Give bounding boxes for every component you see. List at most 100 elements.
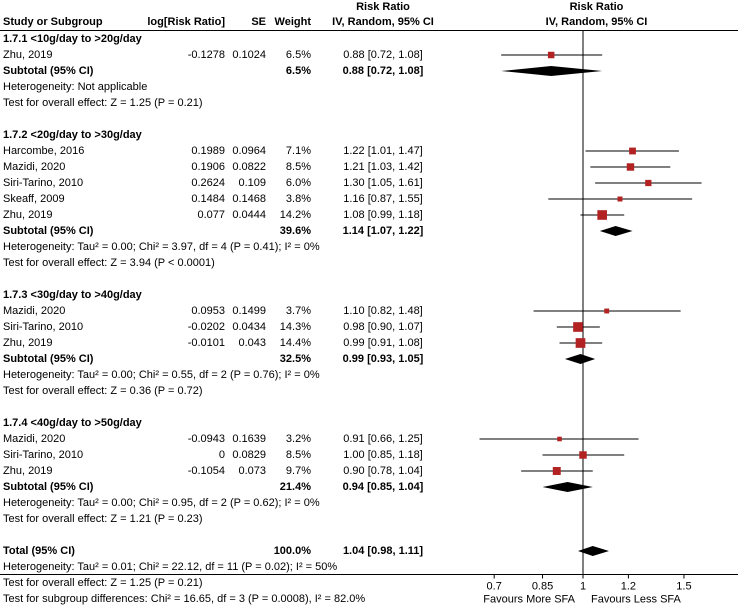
se-value: 0.1639 xyxy=(232,433,266,445)
forest-row-note: Heterogeneity: Tau² = 0.00; Chi² = 3.97,… xyxy=(0,239,738,255)
se-value: 0.1499 xyxy=(232,305,266,317)
log-risk-ratio-value: 0.0953 xyxy=(191,305,225,317)
log-risk-ratio-value: -0.1278 xyxy=(187,49,225,61)
forest-row-study: Mazidi, 2020 0.0953 0.1499 3.7% 1.10 [0.82, … xyxy=(0,303,738,319)
weight-value: 6.5% xyxy=(285,49,311,61)
se-value: 0.0829 xyxy=(232,449,266,461)
footnote-text: Test for subgroup differences: Chi² = 16… xyxy=(3,593,366,605)
weight-value: 3.2% xyxy=(285,433,311,445)
forest-row-note: Heterogeneity: Tau² = 0.00; Chi² = 0.55,… xyxy=(0,367,738,383)
ci-text-value: 0.88 [0.72, 1.08] xyxy=(343,49,423,61)
subtotal-label: Subtotal (95% CI) xyxy=(3,353,94,365)
study-label: Siri-Tarino, 2010 xyxy=(3,321,84,333)
weight-value: 14.4% xyxy=(279,337,311,349)
subtotal-weight-value: 39.6% xyxy=(279,225,311,237)
forest-row-study: Harcombe, 2016 0.1989 0.0964 7.1% 1.22 [1.01… xyxy=(0,143,738,159)
study-label: Zhu, 2019 xyxy=(3,49,53,61)
footnote-text: Test for overall effect: Z = 1.25 (P = 0… xyxy=(3,97,203,109)
weight-value: 8.5% xyxy=(285,161,311,173)
total-weight-value: 100.0% xyxy=(273,545,311,557)
forest-row-note: Test for overall effect: Z = 1.25 (P = 0… xyxy=(0,575,738,591)
study-label: Skeaff, 2009 xyxy=(3,193,65,205)
subtotal-ci-text-value: 0.88 [0.72, 1.08] xyxy=(342,65,424,77)
log-risk-ratio-value: -0.0101 xyxy=(187,337,225,349)
log-risk-ratio-value: 0.1989 xyxy=(191,145,225,157)
weight-value: 9.7% xyxy=(285,465,311,477)
study-label: Zhu, 2019 xyxy=(3,337,53,349)
col-header-log-risk-ratio: log[Risk Ratio] xyxy=(147,16,225,28)
subgroup-heading: 1.7.3 <30g/day to >40g/day xyxy=(3,289,142,301)
se-value: 0.0822 xyxy=(232,161,266,173)
forest-row-subtotal: Subtotal (95% CI) 6.5% 0.88 [0.72, 1.08] xyxy=(0,63,738,79)
ci-text-value: 0.91 [0.66, 1.25] xyxy=(343,433,423,445)
header-effect-titles: Risk Ratio Risk Ratio xyxy=(0,0,738,15)
table-header: Risk Ratio Risk Ratio Study or Subgroup … xyxy=(0,0,738,31)
log-risk-ratio-value: 0.1906 xyxy=(191,161,225,173)
study-label: Mazidi, 2020 xyxy=(3,161,66,173)
col-header-se: SE xyxy=(251,16,266,28)
subtotal-ci-text-value: 0.99 [0.93, 1.05] xyxy=(342,353,424,365)
footnote-text: Heterogeneity: Not applicable xyxy=(3,81,148,93)
forest-row-total: Total (95% CI) 100.0% 1.04 [0.98, 1.11] xyxy=(0,543,738,559)
effect-title-plot-column: Risk Ratio xyxy=(569,1,624,13)
se-value: 0.1024 xyxy=(232,49,266,61)
col-header-study: Study or Subgroup xyxy=(3,16,103,28)
col-header-weight: Weight xyxy=(274,16,311,28)
subtotal-ci-text-value: 0.94 [0.85, 1.04] xyxy=(342,481,424,493)
forest-row-study: Siri-Tarino, 2010 0.2624 0.109 6.0% 1.30 [1.… xyxy=(0,175,738,191)
log-risk-ratio-value: -0.0202 xyxy=(187,321,225,333)
forest-row-study: Siri-Tarino, 2010 0 0.0829 8.5% 1.00 [0.85, … xyxy=(0,447,738,463)
column-headers: Study or Subgroup log[Risk Ratio] SE Wei… xyxy=(0,15,738,30)
log-risk-ratio-value: -0.0943 xyxy=(187,433,225,445)
footnote-text: Test for overall effect: Z = 0.36 (P = 0… xyxy=(3,385,203,397)
ci-text-value: 1.30 [1.05, 1.61] xyxy=(343,177,423,189)
ci-text-value: 1.08 [0.99, 1.18] xyxy=(343,209,423,221)
se-value: 0.043 xyxy=(238,337,266,349)
weight-value: 8.5% xyxy=(285,449,311,461)
se-value: 0.109 xyxy=(238,177,266,189)
footnote-text: Test for overall effect: Z = 1.25 (P = 0… xyxy=(3,577,203,589)
forest-rows: 1.7.1 <10g/day to >20g/day Zhu, 2019 -0.12… xyxy=(0,31,738,607)
study-label: Zhu, 2019 xyxy=(3,465,53,477)
subtotal-label: Subtotal (95% CI) xyxy=(3,65,94,77)
footnote-text: Heterogeneity: Tau² = 0.00; Chi² = 0.55,… xyxy=(3,369,320,381)
forest-row-study: Zhu, 2019 -0.0101 0.043 14.4% 0.99 [0.91, 1.… xyxy=(0,335,738,351)
forest-row-study: Mazidi, 2020 -0.0943 0.1639 3.2% 0.91 [0.66,… xyxy=(0,431,738,447)
log-risk-ratio-value: -0.1054 xyxy=(187,465,225,477)
se-value: 0.0444 xyxy=(232,209,266,221)
log-risk-ratio-value: 0 xyxy=(218,449,225,461)
footnote-text: Heterogeneity: Tau² = 0.00; Chi² = 3.97,… xyxy=(3,241,320,253)
subtotal-weight-value: 21.4% xyxy=(279,481,311,493)
forest-row-subtotal: Subtotal (95% CI) 21.4% 0.94 [0.85, 1.04] xyxy=(0,479,738,495)
forest-row-subgroup: 1.7.4 <40g/day to >50g/day xyxy=(0,415,738,431)
forest-row-note: Test for overall effect: Z = 1.25 (P = 0… xyxy=(0,95,738,111)
log-risk-ratio-value: 0.1484 xyxy=(191,193,225,205)
subgroup-heading: 1.7.1 <10g/day to >20g/day xyxy=(3,33,142,45)
forest-row-note: Test for overall effect: Z = 0.36 (P = 0… xyxy=(0,383,738,399)
forest-row-subgroup: 1.7.1 <10g/day to >20g/day xyxy=(0,31,738,47)
weight-value: 6.0% xyxy=(285,177,311,189)
study-label: Mazidi, 2020 xyxy=(3,433,66,445)
forest-row-study: Zhu, 2019 -0.1278 0.1024 6.5% 0.88 [0.72, 1.… xyxy=(0,47,738,63)
total-ci-text-value: 1.04 [0.98, 1.11] xyxy=(342,545,424,557)
ci-text-value: 1.21 [1.03, 1.42] xyxy=(343,161,423,173)
se-value: 0.0434 xyxy=(232,321,266,333)
forest-row-study: Zhu, 2019 0.077 0.0444 14.2% 1.08 [0.99, 1.1… xyxy=(0,207,738,223)
subtotal-label: Subtotal (95% CI) xyxy=(3,225,94,237)
forest-row-blank xyxy=(0,527,738,543)
subtotal-ci-text-value: 1.14 [1.07, 1.22] xyxy=(342,225,424,237)
forest-row-note: Heterogeneity: Not applicable xyxy=(0,79,738,95)
ci-text-value: 0.90 [0.78, 1.04] xyxy=(343,465,423,477)
forest-row-note: Test for subgroup differences: Chi² = 16… xyxy=(0,591,738,607)
study-label: Siri-Tarino, 2010 xyxy=(3,449,84,461)
study-label: Mazidi, 2020 xyxy=(3,305,66,317)
weight-value: 3.8% xyxy=(285,193,311,205)
subgroup-heading: 1.7.4 <40g/day to >50g/day xyxy=(3,417,142,429)
forest-row-blank xyxy=(0,399,738,415)
footnote-text: Heterogeneity: Tau² = 0.00; Chi² = 0.95,… xyxy=(3,497,320,509)
ci-text-value: 0.98 [0.90, 1.07] xyxy=(343,321,423,333)
forest-row-study: Zhu, 2019 -0.1054 0.073 9.7% 0.90 [0.78, 1.0… xyxy=(0,463,738,479)
weight-value: 7.1% xyxy=(285,145,311,157)
weight-value: 14.3% xyxy=(279,321,311,333)
